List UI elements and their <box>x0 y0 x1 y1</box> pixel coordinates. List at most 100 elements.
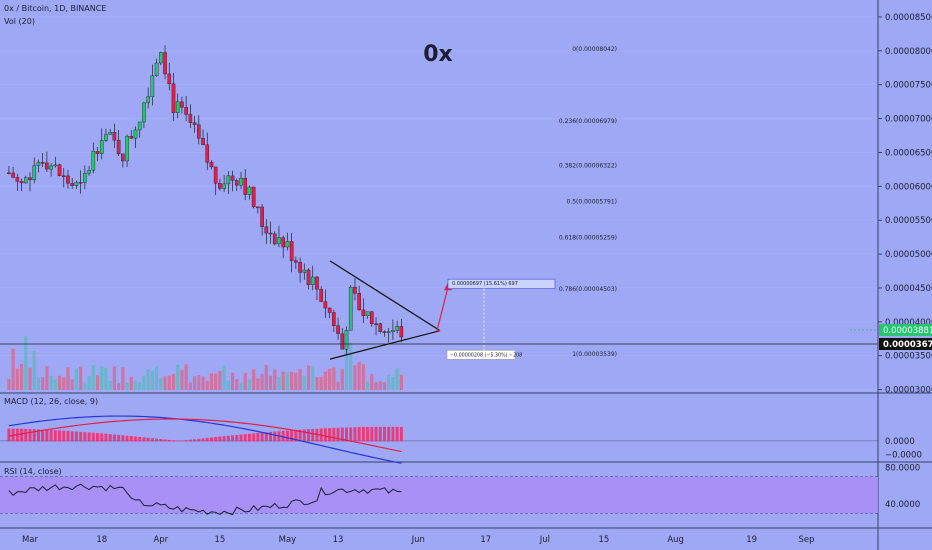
volume-bar <box>218 370 222 390</box>
candle-body <box>213 166 218 184</box>
macd-hist-bar <box>366 426 370 442</box>
volume-bar <box>391 376 395 390</box>
last-price-tag <box>879 323 932 336</box>
candle-body <box>391 330 395 332</box>
candles[interactable] <box>7 45 404 355</box>
last-price-label: 0.00003881 <box>883 326 932 336</box>
symbol-title[interactable]: 0x / Bitcoin, 1D, BINANCE <box>4 4 106 13</box>
candle-body <box>121 153 125 162</box>
macd-hist-bar <box>226 435 230 442</box>
volume-bar <box>260 374 264 390</box>
volume-bar <box>104 368 108 390</box>
macd-hist-bar <box>104 433 108 442</box>
candle-body <box>378 323 383 332</box>
candle-body <box>188 114 193 123</box>
target-box-label: 0.00000697 (15.61%) 697 <box>452 281 518 287</box>
macd-hist-bar <box>294 429 298 442</box>
candle-body <box>150 75 155 97</box>
macd-hist-bar <box>399 426 403 442</box>
macd-hist-bar <box>328 428 332 442</box>
price-axis[interactable]: 0.00008500 0.00008000 0.00007500 0.00007000… <box>878 13 932 510</box>
candle-body <box>256 206 260 209</box>
candle-body <box>175 101 180 113</box>
candle-body <box>340 333 345 350</box>
candle-body <box>192 122 197 125</box>
candle-body <box>133 129 138 139</box>
rsi-pane[interactable] <box>0 476 878 516</box>
macd-pane[interactable] <box>0 415 878 464</box>
volume-bar <box>328 368 332 390</box>
volume-bar <box>247 379 252 390</box>
current-price-label: 0.00003673 <box>883 340 932 350</box>
volume-bar <box>112 366 116 390</box>
macd-hist-bar <box>79 431 83 442</box>
volume-bar <box>125 382 129 390</box>
current-price-tag <box>879 338 932 351</box>
candle-body <box>247 186 252 195</box>
candle-body <box>395 326 399 331</box>
volume-bar <box>344 346 349 390</box>
macd-hist-bar <box>285 430 289 442</box>
macd-hist-bar <box>129 436 133 442</box>
macd-hist-bar <box>357 427 361 442</box>
y-tick-label: 0.00004500 <box>885 284 932 294</box>
time-axis[interactable]: Mar 18 Apr 15 May 13 Jun 17 Jul 15 Aug 19 Sep <box>22 535 815 545</box>
y-tick-label: 0.00008500 <box>885 13 932 23</box>
volume-bar <box>91 364 95 390</box>
macd-hist-bar <box>311 428 315 442</box>
volume-bar <box>290 371 294 390</box>
macd-tick-label: 0.0000 <box>885 437 915 447</box>
candle-body <box>74 182 79 186</box>
macd-label[interactable]: MACD (12, 26, close, 9) <box>4 397 98 406</box>
volume-bar <box>62 377 66 390</box>
macd-hist-bar <box>28 429 32 442</box>
candle-body <box>167 73 172 85</box>
rsi-label[interactable]: RSI (14, close) <box>4 467 62 476</box>
macd-hist-bar <box>323 428 327 442</box>
rsi-line <box>8 483 402 516</box>
fib-levels: 0(0.00008042) 0.236(0.00006979) 0.382(0.00… <box>559 46 617 358</box>
candle-body <box>277 237 281 245</box>
macd-hist-bar <box>353 427 357 442</box>
candle-body <box>310 276 315 285</box>
volume-label[interactable]: Vol (20) <box>4 17 35 26</box>
macd-hist-bar <box>41 429 45 442</box>
target-box <box>447 278 556 289</box>
candle-body <box>306 269 311 285</box>
macd-hist-bar <box>20 428 24 442</box>
candle-body <box>285 241 290 248</box>
y-tick-label: 0.00005500 <box>885 216 932 226</box>
macd-hist-bar <box>378 426 382 442</box>
macd-hist-bar <box>188 439 192 442</box>
macd-hist-bar <box>205 437 209 442</box>
fib-level-label: 0.382(0.00006322) <box>559 163 617 170</box>
macd-hist-bar <box>112 434 116 442</box>
candle-body <box>159 52 163 64</box>
rsi-tick-label: 80.0000 <box>885 464 920 474</box>
candle-body <box>374 323 378 325</box>
candle-body <box>323 301 328 309</box>
volume-bar <box>188 382 192 390</box>
volume-bar <box>226 380 230 390</box>
candle-body <box>91 151 96 171</box>
macd-hist-bar <box>235 434 239 442</box>
fib-level-label: 0.786(0.00004503) <box>559 286 617 293</box>
volume-bar <box>294 372 298 390</box>
candle-body <box>386 331 391 333</box>
macd-hist-bar <box>176 440 180 442</box>
candle-body <box>315 276 319 290</box>
volume-bar <box>268 375 273 390</box>
volume-bar <box>49 375 53 390</box>
macd-hist-bar <box>239 434 243 442</box>
candle-body <box>180 101 184 108</box>
volume-bar <box>155 366 159 390</box>
volume-bar <box>382 381 387 390</box>
volume-bar <box>41 376 45 390</box>
rsi-band <box>0 476 878 514</box>
macd-hist-bar <box>345 427 348 442</box>
rsi-tick-label: 40.0000 <box>885 500 920 510</box>
volume-bar <box>370 374 374 390</box>
candle-body <box>344 330 349 350</box>
